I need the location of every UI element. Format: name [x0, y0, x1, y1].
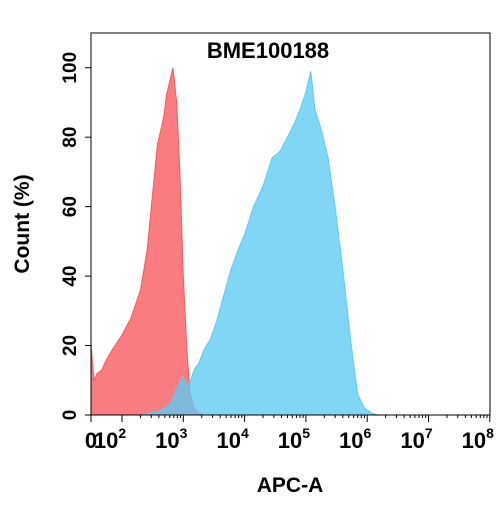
- x-tick-label: 103: [155, 425, 187, 453]
- plot-frame: [90, 32, 491, 416]
- y-tick-label: 100: [60, 52, 81, 84]
- x-tick-label: 102: [94, 425, 126, 453]
- chart-title: BME100188: [207, 38, 329, 63]
- x-tick-label: 0: [85, 428, 97, 453]
- x-tick-label: 104: [216, 425, 248, 453]
- series-area-1: [90, 67, 205, 416]
- y-tick-label: 60: [60, 196, 81, 217]
- y-tick-label: 20: [60, 335, 81, 356]
- series-layer: [90, 67, 379, 416]
- y-tick-label: 40: [60, 266, 81, 287]
- x-tick-label: 105: [278, 425, 310, 453]
- x-tick-label: 106: [339, 425, 371, 453]
- x-tick-label: 107: [400, 425, 432, 453]
- y-tick-label: 80: [60, 127, 81, 148]
- x-tick-label: 108: [462, 425, 494, 453]
- y-tick-label: 0: [60, 410, 81, 421]
- x-axis-label: APC-A: [257, 474, 324, 497]
- y-axis-label: Count (%): [11, 174, 34, 273]
- y-ticks: 0 20 40 60 80 100: [60, 52, 91, 420]
- series-area-2: [140, 71, 379, 416]
